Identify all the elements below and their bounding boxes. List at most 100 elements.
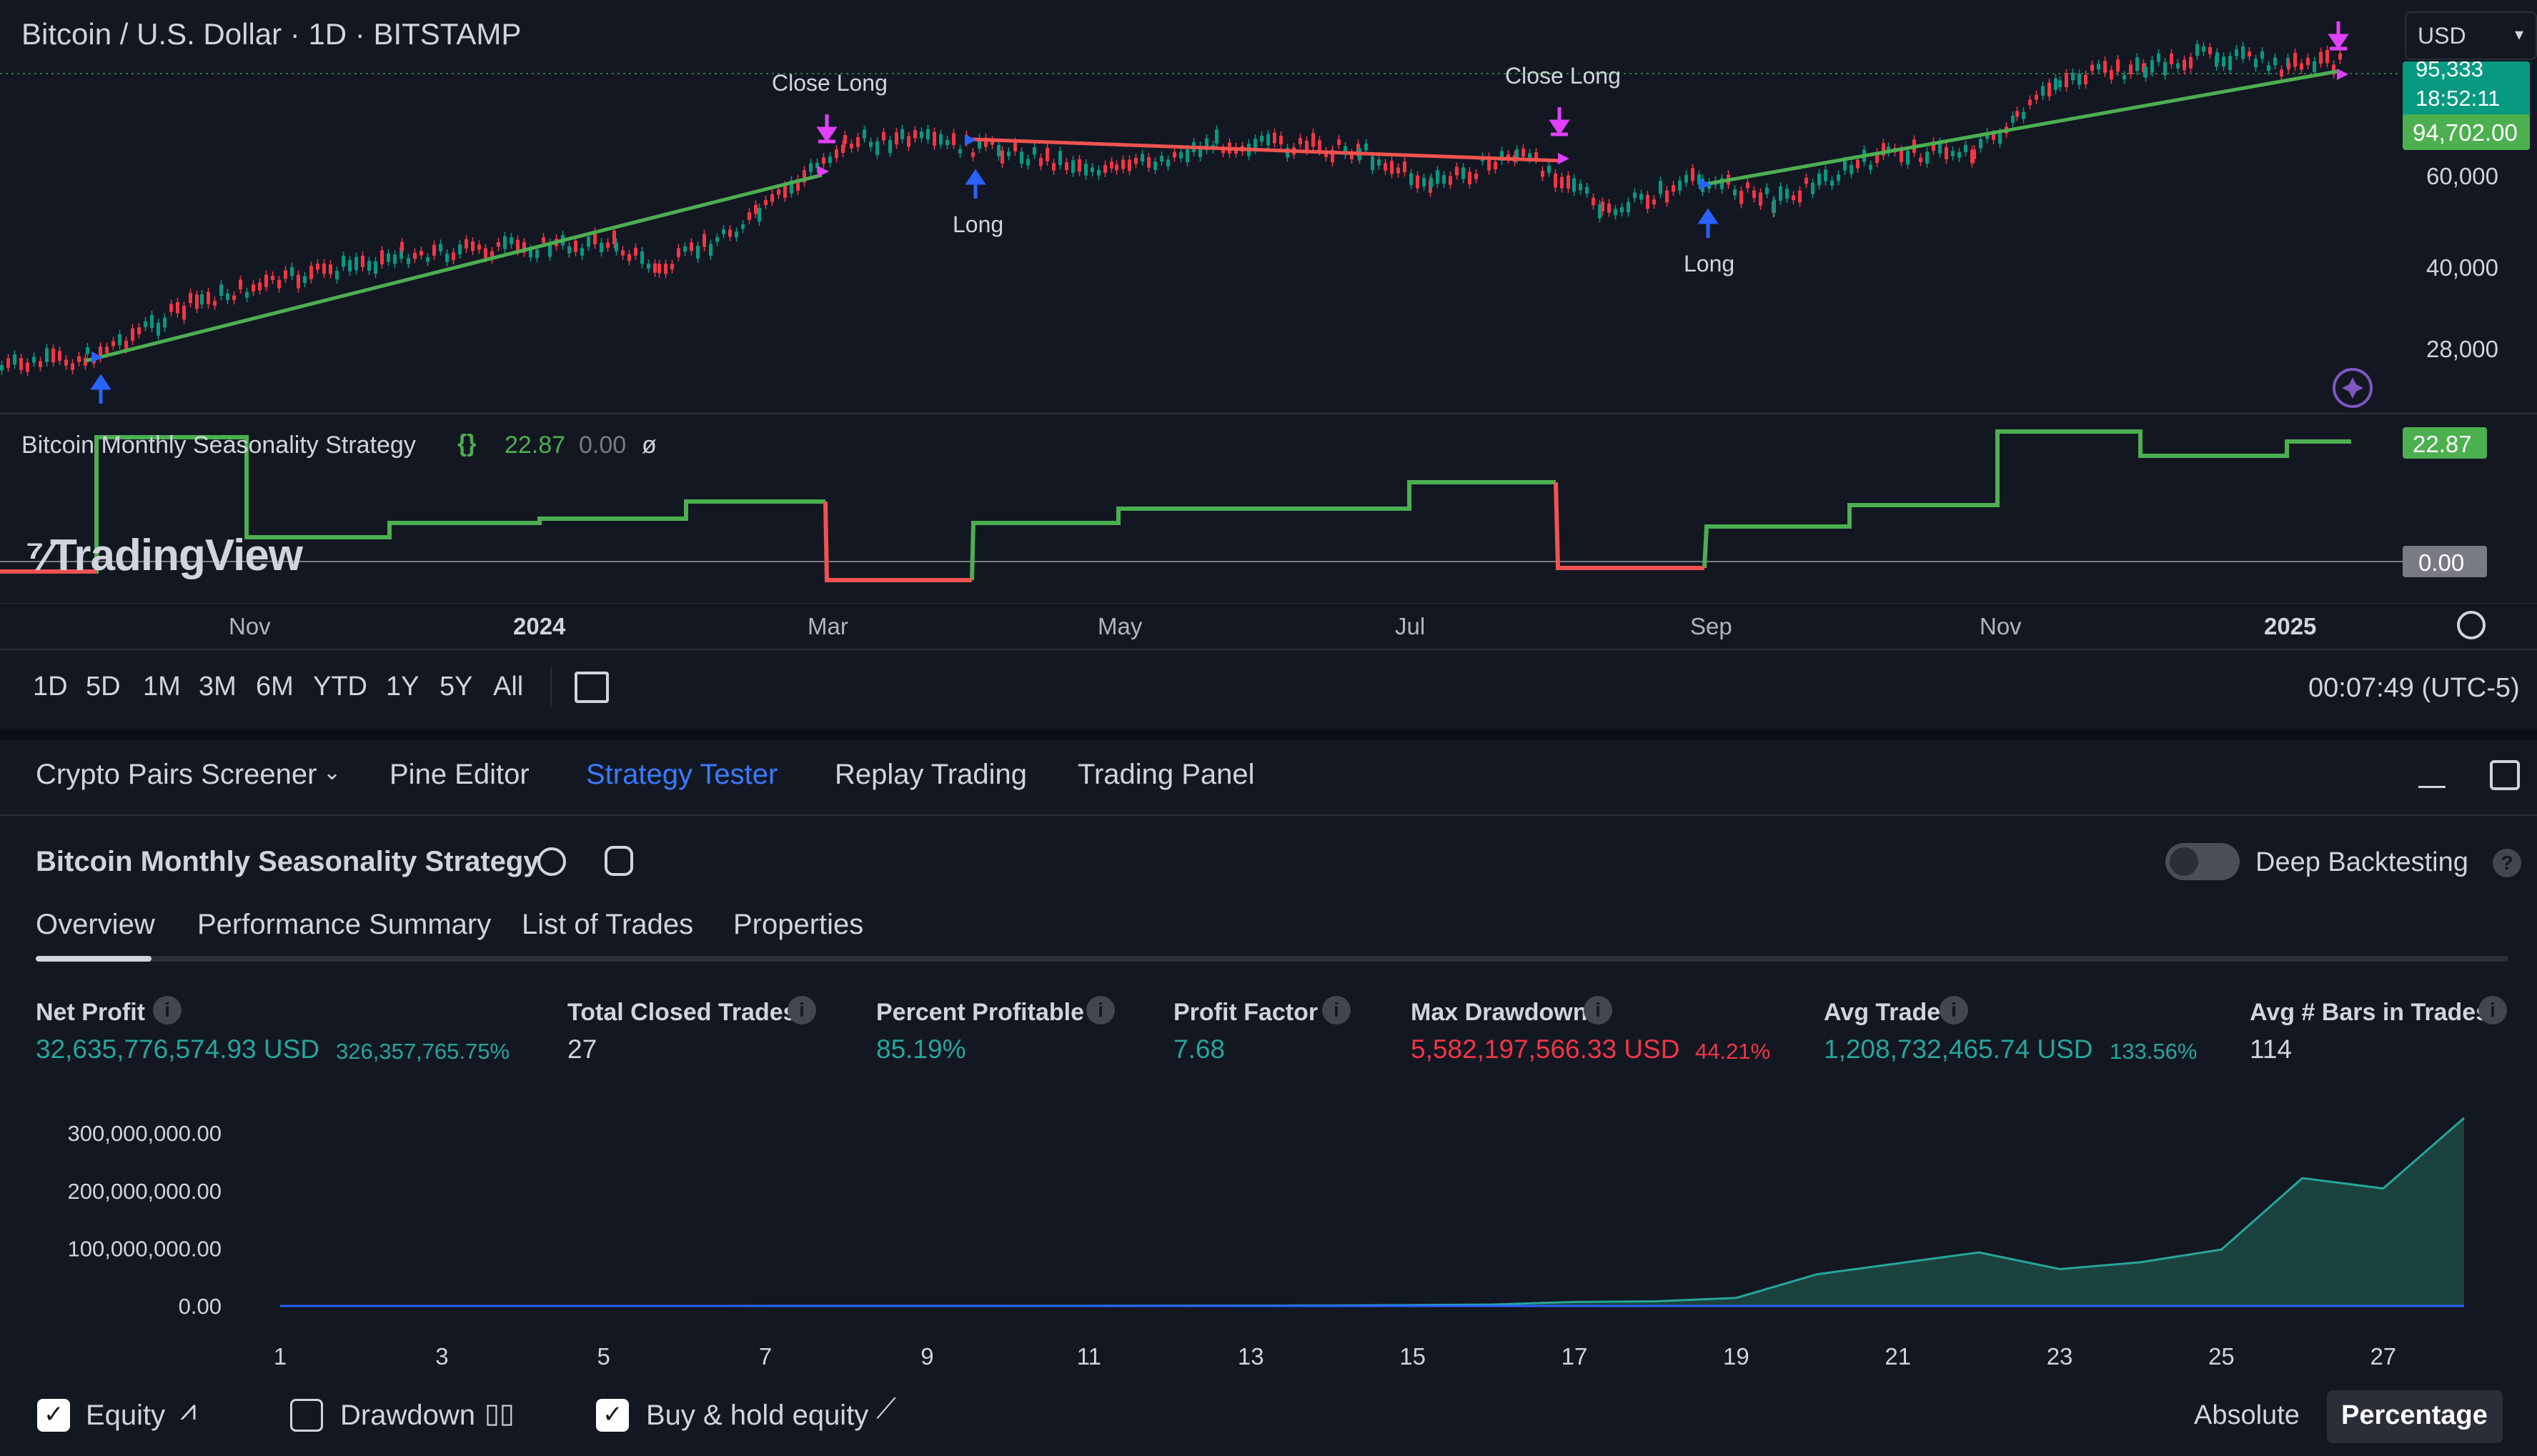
alert-clock-icon[interactable] <box>605 846 633 876</box>
range-5d-button[interactable]: 5D <box>86 672 121 702</box>
info-icon[interactable]: i <box>153 996 182 1024</box>
clock-timezone[interactable]: 00:07:49 (UTC-5) <box>2308 673 2520 703</box>
close-long-label: Close Long <box>772 70 888 96</box>
equity-x-tick: 3 <box>435 1343 448 1370</box>
price-tick: 28,000 <box>2426 336 2498 362</box>
drawdown-checkbox[interactable] <box>290 1399 323 1432</box>
buy-hold-label[interactable]: Buy & hold equity <box>646 1400 869 1431</box>
subtab-list-of-trades[interactable]: List of Trades <box>522 909 694 940</box>
help-icon[interactable]: ? <box>2493 849 2521 877</box>
avg-trade-value: 1,208,732,465.74 USD <box>1824 1034 2093 1064</box>
range-1y-button[interactable]: 1Y <box>386 672 419 702</box>
divider <box>0 814 2537 816</box>
equity-y-tick: 300,000,000.00 <box>68 1121 222 1146</box>
net-profit-pct: 326,357,765.75% <box>336 1039 510 1064</box>
max-drawdown-value: 5,582,197,566.33 USD <box>1411 1034 1680 1064</box>
subtab-performance-summary[interactable]: Performance Summary <box>197 909 492 940</box>
percent-profitable-value: 85.19% <box>876 1034 966 1064</box>
subtab-overview[interactable]: Overview <box>36 909 155 940</box>
time-tick: Jul <box>1395 613 1426 639</box>
buy-hold-line-icon: ⟋ <box>876 1393 896 1425</box>
panel-separator[interactable] <box>0 729 2537 740</box>
bar-countdown: 18:52:11 <box>2416 86 2501 111</box>
time-axis[interactable] <box>0 603 2537 648</box>
info-icon[interactable]: i <box>1940 996 1968 1024</box>
info-icon[interactable]: i <box>1086 996 1115 1024</box>
checkmark-icon: ✓ <box>44 1401 64 1428</box>
long-trade-line-2 <box>971 137 1562 163</box>
percentage-mode-button[interactable]: Percentage <box>2327 1390 2503 1443</box>
minimize-icon[interactable] <box>2418 786 2446 788</box>
equity-checkbox[interactable]: ✓ <box>37 1399 70 1432</box>
toggle-knob <box>2170 847 2198 876</box>
buy-hold-checkbox[interactable]: ✓ <box>596 1399 629 1432</box>
equity-x-tick: 1 <box>274 1343 287 1370</box>
net-profit-title: Net Profit <box>36 999 145 1026</box>
indicator-name[interactable]: Bitcoin Monthly Seasonality Strategy <box>21 432 416 459</box>
time-tick: Sep <box>1690 613 1732 639</box>
tradingview-watermark: ⁷⁄TradingView <box>26 531 303 580</box>
settings-gear-icon[interactable] <box>2457 611 2486 639</box>
chevron-down-icon[interactable]: ⌄ <box>323 761 342 784</box>
percentage-mode-label: Percentage <box>2341 1400 2488 1430</box>
indicator-value-2: 0.00 <box>579 432 627 459</box>
range-5y-button[interactable]: 5Y <box>440 672 473 702</box>
chart-area[interactable] <box>0 0 2537 729</box>
sparkle-assistant-icon[interactable] <box>2333 368 2373 408</box>
subtab-properties[interactable]: Properties <box>733 909 864 940</box>
indicator-line-negative <box>0 482 1704 582</box>
range-3m-button[interactable]: 3M <box>199 672 237 702</box>
source-code-icon[interactable]: {} <box>457 430 477 457</box>
equity-x-tick: 21 <box>1885 1343 1911 1370</box>
info-icon[interactable]: i <box>2478 996 2507 1024</box>
date-range-bar <box>0 649 2537 730</box>
absolute-mode-button[interactable]: Absolute <box>2194 1400 2300 1430</box>
time-tick: 2024 <box>513 613 566 639</box>
strategy-settings-icon[interactable] <box>537 847 566 876</box>
equity-x-tick: 27 <box>2370 1343 2396 1370</box>
scroll-track[interactable] <box>36 956 2508 962</box>
calendar-goto-icon[interactable] <box>575 672 609 703</box>
deep-backtesting-toggle[interactable] <box>2165 843 2240 880</box>
info-icon[interactable]: i <box>1584 996 1612 1024</box>
tab-crypto-pairs-screener[interactable]: Crypto Pairs Screener <box>36 759 317 790</box>
currency-label: USD <box>2418 23 2466 49</box>
indicator-tag-zero-value: 0.00 <box>2418 549 2465 576</box>
tab-strategy-tester[interactable]: Strategy Tester <box>586 759 778 790</box>
tab-replay-trading[interactable]: Replay Trading <box>835 759 1028 790</box>
long-label: Long <box>1684 251 1735 276</box>
info-icon[interactable]: i <box>788 996 816 1024</box>
equity-chart[interactable]: 300,000,000.00 200,000,000.00 100,000,000.… <box>0 1086 2537 1386</box>
range-ytd-button[interactable]: YTD <box>313 672 367 702</box>
price-pane[interactable] <box>0 0 2537 414</box>
drawdown-label[interactable]: Drawdown <box>340 1400 475 1431</box>
long-label: Long <box>953 211 1004 237</box>
range-6m-button[interactable]: 6M <box>256 672 294 702</box>
equity-line-icon: ⩘ <box>180 1395 197 1426</box>
deep-backtesting-label: Deep Backtesting <box>2255 847 2468 877</box>
price-tick: 60,000 <box>2426 163 2498 189</box>
equity-x-tick: 5 <box>597 1343 610 1370</box>
maximize-icon[interactable] <box>2490 760 2520 790</box>
percent-profitable-title: Percent Profitable <box>876 999 1084 1026</box>
currency-dropdown[interactable]: USD ▾ <box>2405 11 2537 60</box>
watermark-text: TradingView <box>49 531 303 580</box>
close-long-label: Close Long <box>1505 63 1621 89</box>
equity-x-tick: 17 <box>1562 1343 1588 1370</box>
equity-x-tick: 13 <box>1238 1343 1264 1370</box>
range-1d-button[interactable]: 1D <box>33 672 68 702</box>
avg-trade-pct: 133.56% <box>2110 1039 2198 1064</box>
total-closed-trades-title: Total Closed Trades <box>567 999 797 1026</box>
max-drawdown-pct: 44.21% <box>1695 1039 1771 1064</box>
tab-pine-editor[interactable]: Pine Editor <box>389 759 530 790</box>
drawdown-bars-icon: ▯▯ <box>485 1399 515 1429</box>
info-icon[interactable]: i <box>1322 996 1351 1024</box>
symbol-title[interactable]: Bitcoin / U.S. Dollar · 1D · BITSTAMP <box>21 17 522 51</box>
range-all-button[interactable]: All <box>493 672 524 702</box>
equity-x-tick: 23 <box>2047 1343 2073 1370</box>
range-1m-button[interactable]: 1M <box>143 672 181 702</box>
checkmark-icon: ✓ <box>602 1401 623 1428</box>
equity-label[interactable]: Equity <box>86 1400 166 1431</box>
equity-x-tick: 9 <box>920 1343 933 1370</box>
tab-trading-panel[interactable]: Trading Panel <box>1078 759 1255 790</box>
